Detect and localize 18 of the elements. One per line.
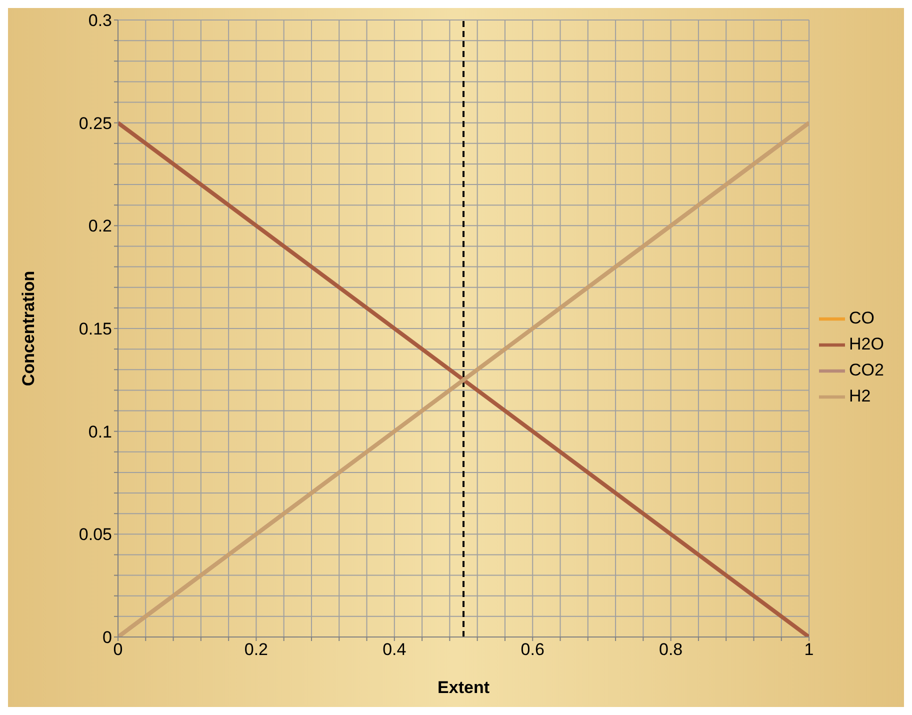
x-tick-label: 0.6 [520, 640, 544, 660]
x-tick-label: 0.8 [659, 640, 683, 660]
legend-label: H2O [849, 334, 884, 353]
y-tick-label: 0 [102, 628, 112, 648]
legend-label: CO [849, 308, 875, 327]
y-tick-label: 0.2 [88, 216, 112, 236]
x-tick-label: 0.4 [382, 640, 406, 660]
y-tick-label: 0.15 [78, 320, 112, 339]
legend-label: H2 [849, 386, 871, 405]
y-tick-label: 0.1 [88, 422, 112, 442]
y-tick-label: 0.25 [78, 114, 112, 133]
y-axis-title: Concentration [19, 270, 38, 386]
legend-label: CO2 [849, 360, 884, 379]
x-tick-label: 0.2 [244, 640, 268, 660]
x-tick-label: 1 [804, 640, 814, 660]
y-tick-label: 0.3 [88, 11, 112, 30]
x-axis-title: Extent [438, 678, 490, 697]
y-tick-label: 0.05 [78, 525, 112, 544]
